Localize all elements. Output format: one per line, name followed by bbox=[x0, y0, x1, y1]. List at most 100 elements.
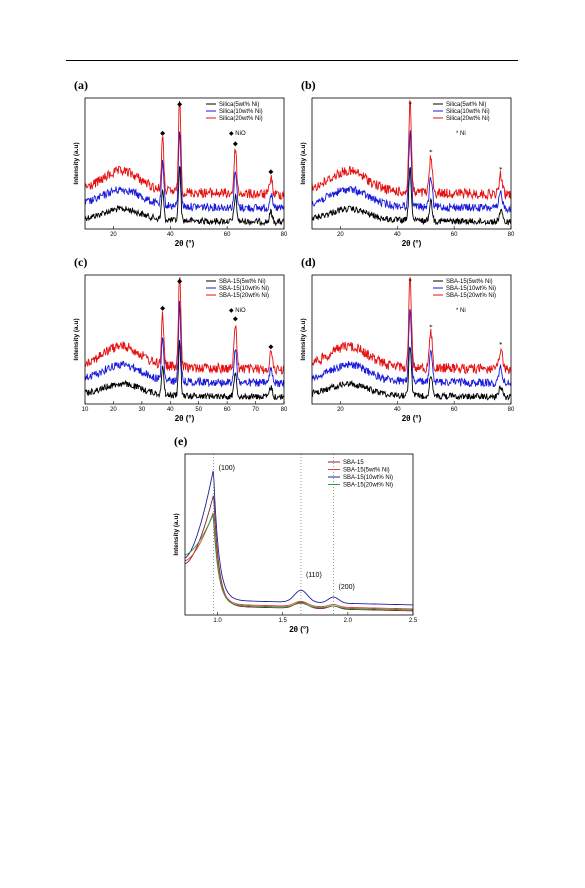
panel-label: (a) bbox=[74, 78, 88, 92]
x-axis-label: 2θ (°) bbox=[402, 239, 422, 248]
y-axis-label: Intensity (a.u) bbox=[73, 318, 80, 360]
panel-label: (c) bbox=[74, 255, 87, 269]
plot-frame bbox=[84, 274, 285, 405]
x-tick-label: 20 bbox=[110, 407, 117, 413]
peak-marker: ◆ bbox=[233, 315, 238, 323]
x-tick-label: 80 bbox=[508, 232, 515, 238]
legend-label: Silica(10wt% Ni) bbox=[446, 109, 490, 115]
peak-marker: ◆ bbox=[268, 342, 273, 350]
x-tick-label: 40 bbox=[394, 407, 401, 413]
x-tick-label: 70 bbox=[252, 407, 259, 413]
series-line bbox=[84, 300, 285, 388]
y-axis-label: Intensity (a.u) bbox=[300, 142, 307, 184]
series-line bbox=[84, 100, 285, 201]
peak-marker: ◆ bbox=[268, 167, 273, 175]
peak-marker: * bbox=[499, 166, 503, 174]
series-line bbox=[311, 166, 512, 226]
panel-label: (b) bbox=[301, 78, 316, 92]
panel-b: (b) * * * Silica(5wt% Ni)Silica(10wt% Ni)Sil… bbox=[300, 78, 515, 248]
legend-label: Silica(10wt% Ni) bbox=[219, 109, 263, 115]
series-line bbox=[311, 346, 512, 401]
x-axis-label: 2θ (°) bbox=[175, 239, 195, 248]
x-tick-label: 2.5 bbox=[409, 618, 418, 624]
peak-marker: * bbox=[408, 277, 412, 285]
x-tick-label: 60 bbox=[451, 232, 458, 238]
peak-marker: * bbox=[499, 341, 503, 349]
series-line bbox=[184, 512, 413, 610]
x-tick-label: 40 bbox=[394, 232, 401, 238]
x-tick-label: 1.0 bbox=[213, 618, 222, 624]
peak-marker: * bbox=[408, 100, 412, 108]
series-line bbox=[184, 494, 413, 612]
marker-legend: ◆ NiO bbox=[229, 308, 246, 314]
plot-frame bbox=[184, 453, 414, 616]
plot-frame bbox=[311, 97, 512, 230]
peak-marker: ◆ bbox=[177, 277, 182, 285]
legend-label: SBA-15(5wt% Ni) bbox=[446, 279, 493, 285]
legend-label: SBA-15(5wt% Ni) bbox=[343, 468, 390, 474]
series-line bbox=[84, 277, 285, 376]
marker-legend: * Ni bbox=[456, 131, 466, 137]
series-line bbox=[84, 340, 285, 401]
legend-label: SBA-15(10wt% Ni) bbox=[343, 475, 393, 481]
x-tick-label: 2.0 bbox=[344, 618, 353, 624]
panel-label: (d) bbox=[301, 255, 316, 269]
series-line bbox=[184, 470, 413, 606]
x-tick-label: 20 bbox=[337, 232, 344, 238]
marker-legend: ◆ NiO bbox=[229, 131, 246, 137]
x-tick-label: 80 bbox=[281, 407, 288, 413]
reflection-label: (200) bbox=[339, 584, 355, 591]
series-line bbox=[184, 514, 413, 611]
x-tick-label: 60 bbox=[224, 232, 231, 238]
series-line bbox=[84, 131, 285, 213]
x-tick-label: 50 bbox=[195, 407, 202, 413]
legend-label: SBA-15(5wt% Ni) bbox=[219, 279, 266, 285]
y-axis-label: Intensity (a.u) bbox=[173, 513, 180, 555]
panel-a: (a) ◆ ◆ ◆ ◆ Silica(5wt% Ni)Silica(10wt% Ni)Si… bbox=[73, 78, 288, 248]
peak-marker: ◆ bbox=[177, 100, 182, 108]
x-axis-label: 2θ (°) bbox=[289, 625, 309, 634]
x-tick-label: 1.5 bbox=[279, 618, 288, 624]
series-line bbox=[311, 99, 512, 201]
x-tick-label: 40 bbox=[167, 232, 174, 238]
legend-label: SBA-15(20wt% Ni) bbox=[446, 293, 496, 299]
x-tick-label: 20 bbox=[337, 407, 344, 413]
series-line bbox=[311, 309, 512, 388]
series-line bbox=[311, 277, 512, 375]
legend-label: SBA-15(20wt% Ni) bbox=[343, 483, 393, 489]
reflection-label: (110) bbox=[306, 572, 322, 579]
legend-label: SBA-15(20wt% Ni) bbox=[219, 293, 269, 299]
x-tick-label: 80 bbox=[508, 407, 515, 413]
legend-label: Silica(20wt% Ni) bbox=[446, 116, 490, 122]
plot-frame bbox=[311, 274, 512, 405]
reflection-label: (100) bbox=[219, 465, 235, 472]
x-tick-label: 40 bbox=[167, 407, 174, 413]
series-line bbox=[84, 166, 285, 227]
plot-frame bbox=[84, 97, 285, 230]
x-tick-label: 60 bbox=[224, 407, 231, 413]
panel-label: (e) bbox=[174, 434, 187, 448]
marker-legend: * Ni bbox=[456, 308, 466, 314]
x-axis-label: 2θ (°) bbox=[175, 414, 195, 423]
legend-label: SBA-15(10wt% Ni) bbox=[219, 286, 269, 292]
peak-marker: ◆ bbox=[160, 304, 165, 312]
header-rule bbox=[66, 60, 518, 61]
legend-label: Silica(5wt% Ni) bbox=[446, 102, 486, 108]
legend-label: SBA-15(10wt% Ni) bbox=[446, 286, 496, 292]
x-tick-label: 20 bbox=[110, 232, 117, 238]
peak-marker: * bbox=[429, 323, 433, 331]
x-tick-label: 30 bbox=[139, 407, 146, 413]
legend-label: SBA-15 bbox=[343, 460, 364, 466]
panel-c: (c) ◆ ◆ ◆ ◆ SBA-15(5wt% Ni)SBA-15(10wt% Ni)SB… bbox=[73, 255, 288, 423]
panel-d: (d) * * * SBA-15(5wt% Ni)SBA-15(10wt% Ni)SBA… bbox=[300, 255, 515, 423]
legend-label: Silica(20wt% Ni) bbox=[219, 116, 263, 122]
y-axis-label: Intensity (a.u) bbox=[300, 318, 307, 360]
peak-marker: ◆ bbox=[160, 129, 165, 137]
series-line bbox=[311, 130, 512, 214]
x-tick-label: 60 bbox=[451, 407, 458, 413]
legend-label: Silica(5wt% Ni) bbox=[219, 102, 259, 108]
x-tick-label: 80 bbox=[281, 232, 288, 238]
